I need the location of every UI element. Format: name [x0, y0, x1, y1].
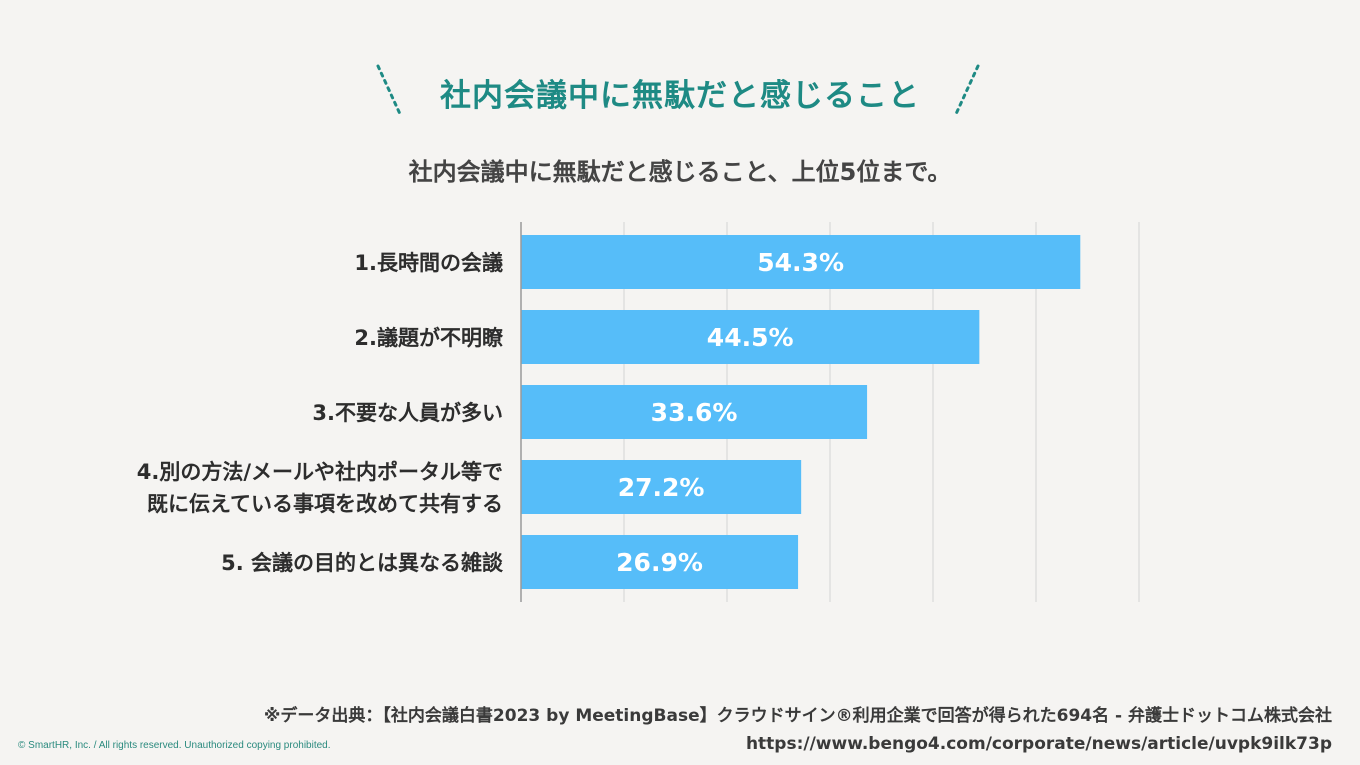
bar-value-label: 33.6% — [651, 398, 738, 427]
category-label: 4.別の方法/メールや社内ポータル等で — [137, 460, 503, 484]
bar-value-label: 54.3% — [757, 248, 844, 277]
bar-value-label: 44.5% — [707, 323, 794, 352]
left-dash-decoration-icon — [376, 64, 980, 116]
category-label: 既に伝えている事項を改めて共有する — [147, 492, 503, 516]
bar — [521, 385, 868, 439]
chart-heading: 社内会議中に無駄だと感じること — [0, 62, 1360, 122]
chart-heading-text: 社内会議中に無駄だと感じること — [440, 78, 920, 114]
category-label: 1.長時間の会議 — [354, 251, 503, 275]
bar-value-label: 26.9% — [616, 548, 703, 577]
category-label: 3.不要な人員が多い — [312, 401, 503, 425]
bar — [521, 460, 802, 514]
bar — [521, 535, 799, 589]
category-label: 5. 会議の目的とは異なる雑談 — [221, 551, 504, 575]
chart-subtitle: 社内会議中に無駄だと感じること、上位5位まで。 — [408, 158, 952, 186]
bar-chart: 54.3% 1.長時間の会議 44.5% 2.議題が不明瞭 33.6% 3.不要な人員が多… — [137, 222, 1140, 602]
source-note: ※データ出典：【社内会議白書2023 by MeetingBase】クラウドサイ… — [264, 702, 1332, 758]
category-label: 2.議題が不明瞭 — [354, 326, 504, 350]
bar — [521, 310, 980, 364]
bar — [521, 235, 1081, 289]
source-url: https://www.bengo4.com/corporate/news/ar… — [745, 734, 1332, 754]
source-line-1: ※データ出典：【社内会議白書2023 by MeetingBase】クラウドサイ… — [263, 706, 1332, 726]
bar-value-label: 27.2% — [618, 473, 705, 502]
copyright-notice: © SmartHR, Inc. / All rights reserved. U… — [18, 740, 331, 751]
